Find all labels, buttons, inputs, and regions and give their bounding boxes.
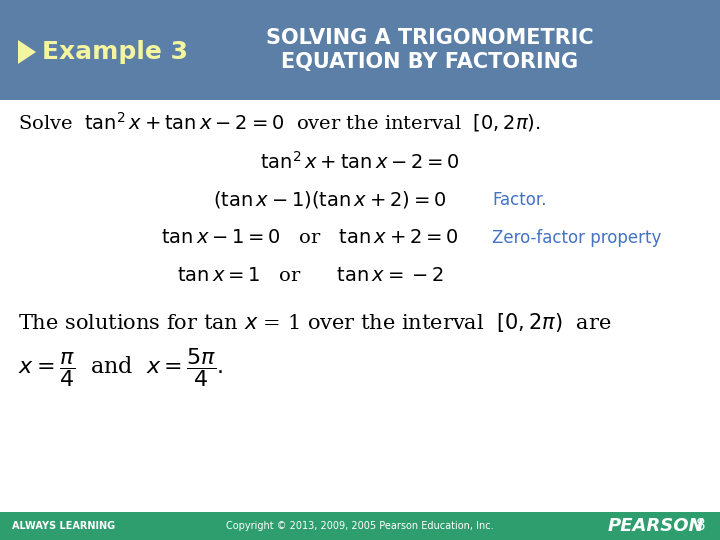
Text: Copyright © 2013, 2009, 2005 Pearson Education, Inc.: Copyright © 2013, 2009, 2005 Pearson Edu…: [226, 521, 494, 531]
Text: Zero-factor property: Zero-factor property: [492, 229, 662, 247]
Text: Solve  $\tan^2 x + \tan x - 2 = 0$  over the interval  $\left[0, 2\pi\right).$: Solve $\tan^2 x + \tan x - 2 = 0$ over t…: [18, 110, 541, 134]
Text: The solutions for tan $x$ = 1 over the interval  $\left[0, 2\pi\right)$  are: The solutions for tan $x$ = 1 over the i…: [18, 310, 611, 334]
Polygon shape: [18, 40, 36, 64]
Text: $(\tan x - 1)(\tan x + 2) = 0$: $(\tan x - 1)(\tan x + 2) = 0$: [213, 190, 446, 211]
Text: Factor.: Factor.: [492, 191, 546, 209]
Text: PEARSON: PEARSON: [608, 517, 705, 535]
Text: $x = \dfrac{\pi}{4}$  and  $x = \dfrac{5\pi}{4}.$: $x = \dfrac{\pi}{4}$ and $x = \dfrac{5\p…: [18, 347, 223, 389]
Bar: [0, 0, 720, 100]
Text: SOLVING A TRIGONOMETRIC: SOLVING A TRIGONOMETRIC: [266, 28, 594, 48]
Text: Example 3: Example 3: [42, 40, 188, 64]
Bar: [0, 512, 720, 540]
Text: 8: 8: [696, 518, 706, 534]
Text: ALWAYS LEARNING: ALWAYS LEARNING: [12, 521, 115, 531]
Text: $\tan^2 x + \tan x - 2 = 0$: $\tan^2 x + \tan x - 2 = 0$: [260, 151, 460, 173]
Text: EQUATION BY FACTORING: EQUATION BY FACTORING: [282, 52, 579, 72]
Text: $\tan x - 1 = 0$   or   $\tan x + 2 = 0$: $\tan x - 1 = 0$ or $\tan x + 2 = 0$: [161, 229, 459, 247]
Text: $\tan x = 1$   or      $\tan x = -2$: $\tan x = 1$ or $\tan x = -2$: [176, 267, 444, 285]
